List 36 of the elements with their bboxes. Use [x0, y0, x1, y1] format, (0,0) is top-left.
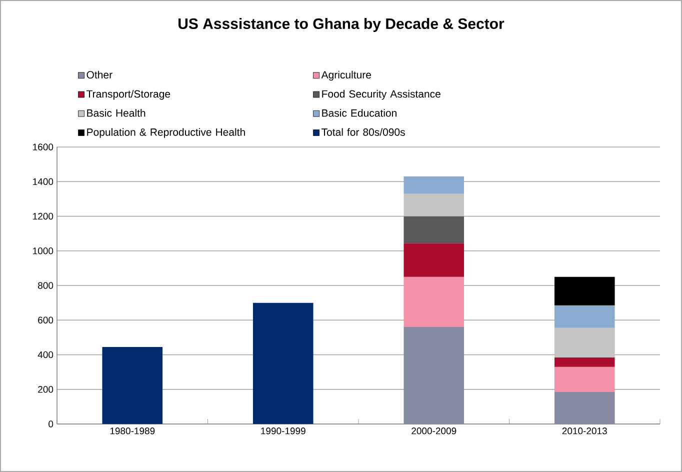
legend-label: Transport/Storage — [86, 90, 170, 100]
bar — [404, 216, 464, 244]
bar — [554, 392, 615, 424]
x-tick-label: 1990-1999 — [261, 428, 306, 434]
bar — [252, 302, 314, 424]
y-tick-label: 1000 — [33, 248, 54, 254]
legend-label: Basic Education — [322, 109, 396, 117]
y-tick-label: 800 — [38, 282, 54, 289]
bar — [102, 346, 163, 424]
chart-title: US Asssistance to Ghana by Decade & Sector — [178, 18, 504, 32]
legend-label: Basic Health — [87, 109, 146, 117]
bar — [554, 276, 615, 306]
bar — [554, 357, 615, 367]
x-tick-label: 2010-2013 — [562, 428, 607, 434]
bar — [404, 327, 464, 424]
y-tick-label: 1600 — [33, 144, 54, 150]
legend-label: Food Security Assistance — [322, 90, 440, 100]
y-tick-label: 200 — [38, 386, 54, 393]
y-tick-label: 0 — [48, 420, 54, 428]
bar — [554, 328, 615, 358]
y-tick-label: 600 — [38, 316, 54, 324]
y-tick-label: 400 — [38, 351, 54, 358]
bar — [554, 366, 615, 392]
bar — [554, 305, 615, 328]
bar — [404, 176, 464, 194]
x-tick-label: 1980-1989 — [110, 428, 155, 434]
x-tick-label: 2000-2009 — [412, 428, 456, 434]
legend-label: Other — [86, 70, 112, 79]
y-tick-label: 1200 — [33, 212, 54, 220]
legend-label: Total for 80s/090s — [322, 128, 405, 136]
bar — [404, 276, 464, 328]
bar — [404, 194, 464, 216]
y-tick-label: 1400 — [33, 178, 54, 185]
legend-label: Agriculture — [321, 70, 371, 81]
legend-label: Population & Reproductive Health — [87, 128, 245, 138]
bar — [404, 243, 464, 277]
